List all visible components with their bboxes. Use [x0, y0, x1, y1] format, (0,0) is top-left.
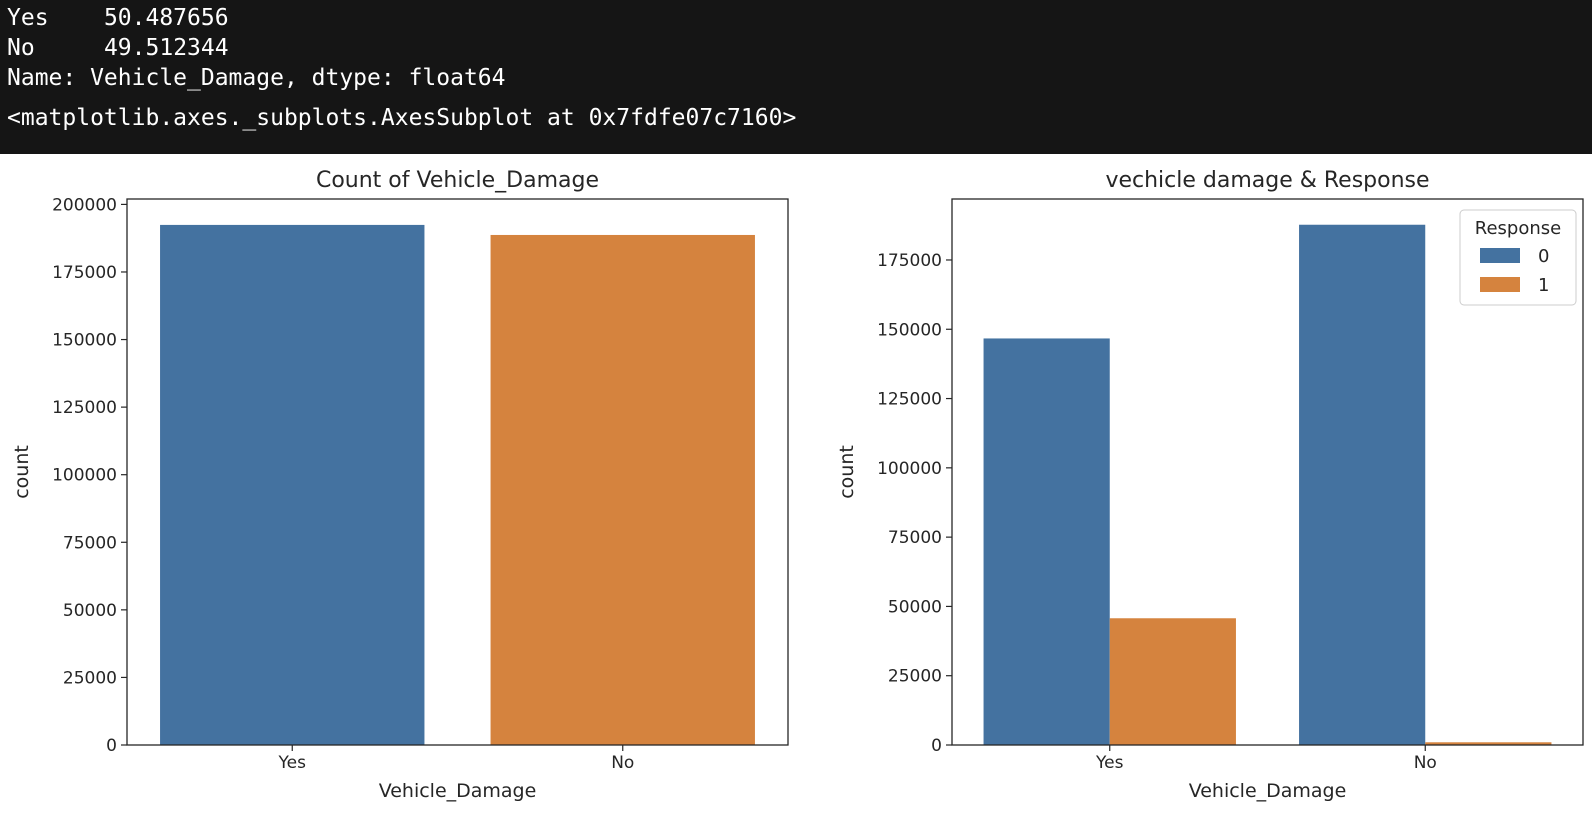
chart1-ytick-label-100000: 100000 [52, 466, 117, 486]
chart2-xlabel: Vehicle_Damage [1189, 780, 1347, 802]
chart1-ytick-label-150000: 150000 [52, 331, 117, 351]
chart2-legend-swatch-0 [1480, 248, 1520, 263]
chart1-ytick-label-25000: 25000 [63, 668, 117, 688]
chart1-ytick-label-125000: 125000 [52, 398, 117, 418]
console-value-yes: 50.487656 [103, 5, 229, 31]
chart2-ylabel: count [836, 445, 858, 499]
console-line-yes: Yes 50.487656 [7, 4, 229, 32]
chart2-legend-swatch-1 [1480, 277, 1520, 292]
chart1-xtick-label-no: No [611, 753, 634, 773]
chart1-ytick-label-0: 0 [106, 736, 117, 756]
console-name-line: Name: Vehicle_Damage, dtype: float64 [7, 65, 506, 91]
chart2-legend-title: Response [1475, 218, 1561, 239]
chart2-ytick-label-100000: 100000 [877, 459, 942, 479]
chart2-bar-yes-response-0 [983, 338, 1110, 745]
chart2-bar-no-response-1 [1425, 742, 1552, 745]
console-label-yes: Yes [7, 5, 49, 31]
chart2-ytick-label-25000: 25000 [888, 667, 942, 687]
chart2-bar-no-response-0 [1299, 224, 1426, 746]
chart2-legend-label-0: 0 [1538, 246, 1549, 267]
chart2-frame [951, 198, 1584, 746]
chart1-xlabel: Vehicle_Damage [379, 780, 537, 802]
chart1-ytick-label-75000: 75000 [63, 533, 117, 553]
chart2-ytick-label-75000: 75000 [888, 528, 942, 548]
chart2-xtick-label-yes: Yes [1095, 753, 1124, 773]
chart2-ytick-label-150000: 150000 [877, 320, 942, 340]
chart1-xtick-label-yes: Yes [278, 753, 307, 773]
console-line-no: No 49.512344 [7, 34, 229, 62]
chart2-ytick-label-175000: 175000 [877, 251, 942, 271]
chart1-ytick-label-50000: 50000 [63, 601, 117, 621]
chart2-bar-yes-response-1 [1109, 618, 1236, 745]
chart1-bar-yes [160, 224, 425, 745]
console-label-no: No [7, 35, 35, 61]
chart2-legend-label-1: 1 [1538, 275, 1549, 296]
console-output: Yes 50.487656 No 49.512344 Name: Vehicle… [0, 0, 1592, 154]
chart2-title: vechicle damage & Response [1105, 168, 1429, 193]
chart2-ytick-label-125000: 125000 [877, 390, 942, 410]
chart2-ytick-label-0: 0 [931, 736, 942, 756]
chart2-xtick-label-no: No [1414, 753, 1437, 773]
console-value-no: 49.512344 [103, 35, 229, 61]
console-repr-line: <matplotlib.axes._subplots.AxesSubplot a… [7, 105, 797, 131]
chart2-ytick-label-50000: 50000 [888, 597, 942, 617]
chart1-frame [126, 198, 789, 746]
chart1-bar-no [490, 234, 755, 745]
chart1-ytick-label-175000: 175000 [52, 263, 117, 283]
chart1-ytick-label-200000: 200000 [52, 195, 117, 215]
chart1-ylabel: count [11, 445, 33, 499]
chart1-title: Count of Vehicle_Damage [316, 168, 599, 193]
